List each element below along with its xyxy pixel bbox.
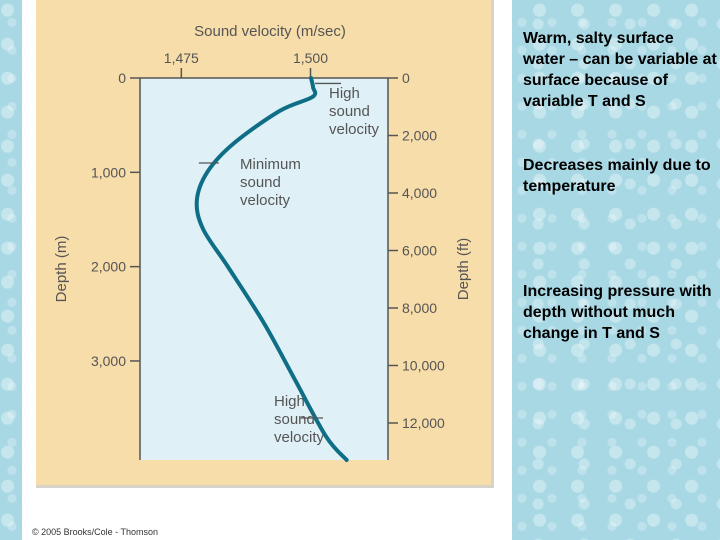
y-right-tick-label: 12,000: [402, 415, 445, 431]
y-right-axis-title: Depth (ft): [455, 238, 472, 301]
annotation-high-velocity-bottom: High: [274, 393, 305, 410]
chart-title: Sound velocity (m/sec): [194, 23, 346, 40]
y-axis-title: Depth (m): [53, 236, 70, 303]
y-right-tick-label: 2,000: [402, 127, 437, 143]
sound-velocity-chart: Sound velocity (m/sec) 1,475 1,500 0 1,000 2,…: [53, 23, 472, 462]
y-tick-label: 1,000: [91, 164, 126, 180]
sound-velocity-curve: [194, 76, 349, 462]
annotation-high-velocity-bottom: velocity: [274, 429, 325, 446]
note-temperature-decrease: Decreases mainly due to temperature: [523, 157, 711, 195]
y-right-tick-label: 8,000: [402, 300, 437, 316]
y-right-tick-label: 0: [402, 70, 410, 86]
annotation-minimum-velocity: sound: [240, 174, 281, 191]
y-tick-label: 2,000: [91, 259, 126, 275]
y-tick-label: 0: [118, 70, 126, 86]
x-tick-label: 1,475: [164, 50, 199, 66]
y-right-tick-label: 4,000: [402, 185, 437, 201]
note-surface-water: Warm, salty surface water – can be varia…: [523, 30, 717, 110]
chart-figure: Sound velocity (m/sec) 1,475 1,500 0 1,000 2,…: [36, 0, 494, 488]
y-tick-label: 3,000: [91, 353, 126, 369]
y-right-tick-label: 6,000: [402, 242, 437, 258]
annotation-high-velocity-top: sound: [329, 103, 370, 120]
x-tick-label: 1,500: [293, 50, 328, 66]
annotation-minimum-velocity: velocity: [240, 192, 291, 209]
note-pressure-increase: Increasing pressure with depth without m…: [523, 283, 712, 342]
annotation-high-velocity-top: High: [329, 85, 360, 102]
annotation-minimum-velocity: Minimum: [240, 156, 301, 173]
y-right-tick-label: 10,000: [402, 357, 445, 373]
annotation-high-velocity-top: velocity: [329, 121, 380, 138]
annotation-high-velocity-bottom: sound: [274, 411, 315, 428]
copyright-credit: © 2005 Brooks/Cole - Thomson: [32, 527, 159, 537]
plot-area: [140, 78, 388, 460]
